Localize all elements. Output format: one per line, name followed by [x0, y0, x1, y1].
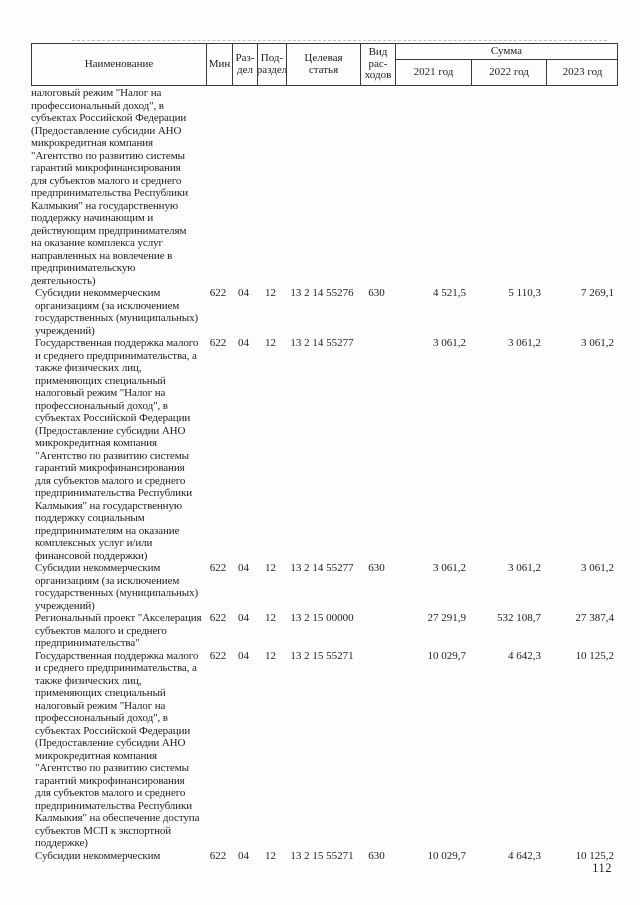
row-target-article-cell: 13 2 15 55271: [290, 649, 354, 662]
table-row: Государственная поддержка малого и средн…: [31, 650, 631, 850]
row-name-cell: Региональный проект "Акселерация субъект…: [35, 612, 202, 649]
column-header-razdel: Раз- дел: [232, 44, 257, 85]
row-2023-cell: 3 061,2: [581, 337, 614, 349]
column-header-year-2023: 2023 год: [546, 60, 618, 85]
row-razdel-cell: 04: [238, 612, 249, 624]
row-min-cell: 622: [209, 612, 227, 624]
row-2023-cell: 7 269,1: [581, 287, 614, 299]
row-min-cell: 622: [209, 562, 227, 574]
row-min-cell: 622: [209, 287, 227, 299]
table-body: налоговый режим "Налог на профессиональн…: [31, 87, 631, 862]
row-razdel-cell: 04: [238, 337, 249, 349]
row-2023-cell: 10 125,2: [575, 649, 615, 662]
row-2023-cell: 3 061,2: [581, 562, 614, 574]
row-target-article-cell: 13 2 14 55277: [290, 562, 354, 574]
row-2022-cell: 4 642,3: [508, 649, 541, 662]
row-expense-type-cell: 630: [368, 287, 385, 299]
row-podrazdel-cell: 12: [265, 612, 276, 624]
row-target-article-cell: 13 2 15 00000: [290, 612, 354, 624]
row-2021-cell: 10 029,7: [427, 849, 467, 862]
table-row: Субсидии некоммерческим организациям (за…: [31, 562, 631, 612]
column-header-sum: Сумма: [396, 44, 617, 60]
column-header-year-2021: 2021 год: [413, 65, 454, 78]
row-2021-cell: 10 029,7: [427, 649, 467, 662]
column-header-podrazdel: Под- раздел: [257, 44, 286, 85]
row-expense-type-cell: 630: [368, 849, 385, 862]
row-podrazdel-cell: 12: [265, 649, 276, 662]
row-razdel-cell: 04: [238, 649, 249, 662]
column-header-name: Наименование: [84, 57, 154, 70]
table-row: Государственная поддержка малого и средн…: [31, 337, 631, 562]
row-2022-cell: 4 642,3: [508, 849, 541, 862]
row-razdel-cell: 04: [238, 562, 249, 574]
row-2021-cell: 4 521,5: [433, 287, 466, 299]
column-header-sum-group: Сумма 2021 год 2022 год 2023 год: [395, 44, 617, 85]
page-number: 112: [592, 861, 612, 875]
row-2021-cell: 3 061,2: [433, 337, 466, 349]
row-2021-cell: 3 061,2: [433, 562, 466, 574]
row-2022-cell: 532 108,7: [497, 612, 541, 624]
sum-year-columns: 2021 год 2022 год 2023 год: [396, 60, 617, 85]
row-2022-cell: 3 061,2: [508, 337, 541, 349]
row-podrazdel-cell: 12: [265, 337, 276, 349]
row-razdel-cell: 04: [238, 287, 249, 299]
table-header: Наименование Мин Раз- дел Под- раздел Це…: [31, 40, 618, 86]
column-header-target-article: Целевая статья: [286, 44, 360, 85]
row-min-cell: 622: [209, 649, 227, 662]
row-razdel-cell: 04: [238, 849, 249, 862]
table-row: налоговый режим "Налог на профессиональн…: [31, 87, 631, 287]
row-name-cell: Субсидии некоммерческим организациям (за…: [35, 287, 199, 337]
row-target-article-cell: 13 2 14 55276: [290, 287, 354, 299]
row-expense-type-cell: 630: [368, 562, 385, 574]
row-2022-cell: 3 061,2: [508, 562, 541, 574]
row-podrazdel-cell: 12: [265, 562, 276, 574]
row-podrazdel-cell: 12: [265, 287, 276, 299]
row-2022-cell: 5 110,3: [508, 287, 541, 299]
column-header-min: Мин: [206, 44, 232, 85]
row-name-cell: Субсидии некоммерческим: [35, 849, 161, 862]
row-2023-cell: 27 387,4: [575, 612, 615, 624]
row-target-article-cell: 13 2 15 55271: [290, 849, 354, 862]
row-name-cell: Государственная поддержка малого и средн…: [35, 649, 200, 850]
row-min-cell: 622: [209, 849, 227, 862]
row-podrazdel-cell: 12: [265, 849, 276, 862]
row-2023-cell: 10 125,2: [575, 849, 615, 862]
column-header-year-2022: 2022 год: [471, 60, 546, 85]
table-row: Субсидии некоммерческим 622 04 12 13 2 1…: [31, 850, 631, 863]
column-header-expense-type: Вид рас- ходов: [360, 44, 395, 85]
table-row: Субсидии некоммерческим организациям (за…: [31, 287, 631, 337]
row-name-cell: Государственная поддержка малого и средн…: [35, 337, 199, 562]
row-2021-cell: 27 291,9: [427, 612, 467, 624]
table-row: Региональный проект "Акселерация субъект…: [31, 612, 631, 650]
row-name-cell: Субсидии некоммерческим организациям (за…: [35, 562, 199, 612]
row-name-cell: налоговый режим "Налог на профессиональн…: [31, 87, 188, 287]
row-min-cell: 622: [209, 337, 227, 349]
row-target-article-cell: 13 2 14 55277: [290, 337, 354, 349]
